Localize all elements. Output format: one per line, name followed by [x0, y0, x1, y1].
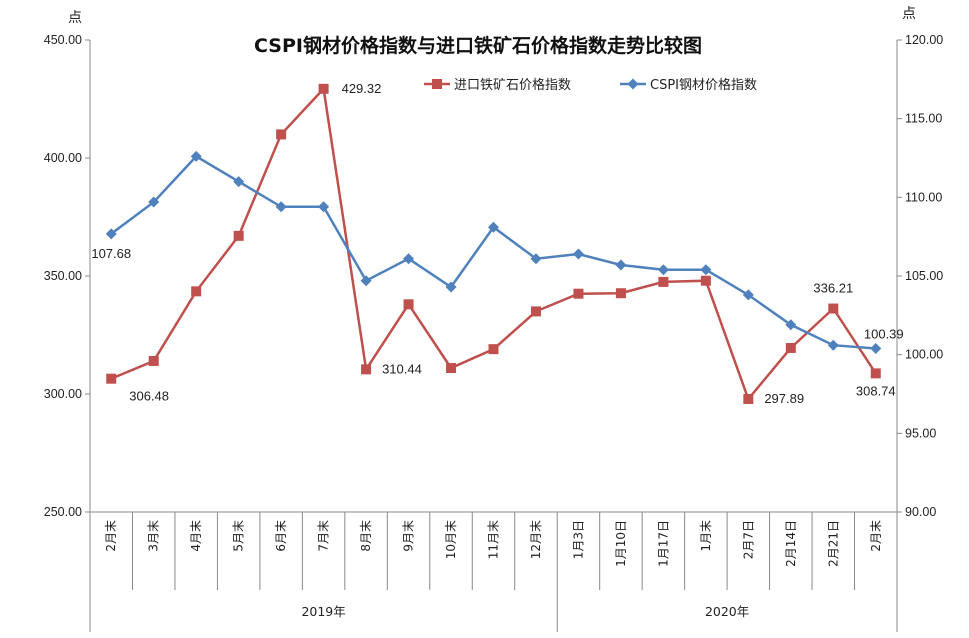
x-tick-label: 1月末 — [699, 520, 713, 552]
cspi-point — [318, 201, 330, 213]
cspi-point — [827, 339, 839, 351]
cspi-point — [530, 253, 542, 265]
x-tick-label: 2月末 — [869, 520, 883, 552]
cspi-point — [657, 264, 669, 276]
data-label: 336.21 — [813, 281, 853, 296]
cspi-point — [445, 281, 457, 293]
legend-marker-diamond — [627, 78, 639, 90]
x-tick-label: 11月末 — [487, 520, 501, 559]
iron-ore-point — [870, 368, 881, 379]
x-tick-label: 6月末 — [274, 520, 288, 552]
iron-ore-point — [615, 288, 626, 299]
x-tick-label: 4月末 — [189, 520, 203, 552]
data-label: 297.89 — [764, 391, 804, 406]
x-axis-year-groups: 2019年 2020年 — [89, 590, 898, 632]
cspi-point — [105, 228, 117, 240]
left-tick-label: 300.00 — [44, 387, 82, 401]
data-label: 310.44 — [382, 361, 422, 376]
cspi-point — [488, 221, 499, 233]
x-tick-label: 12月末 — [529, 520, 543, 559]
iron-ore-point — [700, 275, 711, 286]
right-tick-label: 100.00 — [905, 348, 943, 362]
x-tick-label: 3月末 — [147, 520, 161, 552]
right-tick-label: 105.00 — [905, 269, 943, 283]
cspi-point — [572, 248, 584, 260]
iron-ore-point — [403, 299, 414, 310]
chart-title: CSPI钢材价格指数与进口铁矿石价格指数走势比较图 — [254, 34, 702, 57]
left-tick-label: 250.00 — [44, 505, 82, 519]
cspi-point — [742, 289, 754, 301]
iron-ore-point — [361, 364, 372, 375]
plot-area — [89, 40, 898, 513]
left-axis-unit: 点 — [68, 10, 82, 26]
iron-ore-point — [233, 230, 244, 241]
iron-ore-point — [573, 288, 584, 299]
x-tick-label: 2月末 — [104, 520, 118, 552]
cspi-point — [275, 201, 287, 213]
x-tick-label: 9月末 — [402, 520, 416, 552]
left-axis-ticks: 250.00 300.00 350.00 400.00 450.00 — [44, 33, 90, 519]
iron-ore-point — [488, 344, 499, 355]
right-tick-label: 110.00 — [905, 190, 942, 204]
x-axis-categories: 2月末 3月末 4月末 5月末 6月末 7月末 8月末 9月末 10月末 11月末 12月末 1月3日… — [89, 512, 898, 590]
x-tick-label: 5月末 — [232, 520, 246, 552]
right-axis-unit: 点 — [902, 6, 916, 22]
left-tick-label: 400.00 — [44, 151, 82, 165]
data-label: 107.68 — [91, 246, 131, 261]
cspi-point — [870, 343, 882, 355]
left-tick-label: 450.00 — [44, 33, 82, 47]
data-label: 308.74 — [856, 383, 896, 398]
legend-label: CSPI钢材价格指数 — [650, 77, 757, 93]
cspi-point — [360, 275, 372, 287]
year-group-label: 2020年 — [705, 604, 749, 619]
x-tick-label: 1月10日 — [614, 520, 628, 567]
data-label: 429.32 — [342, 81, 382, 96]
x-tick-label: 10月末 — [444, 520, 458, 559]
iron-ore-point — [828, 303, 839, 314]
data-label: 306.48 — [129, 389, 169, 404]
iron-ore-point — [785, 342, 796, 353]
right-axis-ticks: 90.00 95.00 100.00 105.00 110.00 115.00 120.00 — [897, 33, 943, 519]
iron-ore-point — [191, 286, 202, 297]
legend-label: 进口铁矿石价格指数 — [454, 77, 571, 93]
cspi-point — [700, 264, 712, 276]
x-tick-label: 1月3日 — [571, 520, 585, 559]
cspi-point — [403, 253, 415, 265]
iron-ore-point — [318, 83, 329, 94]
left-tick-label: 350.00 — [44, 269, 82, 283]
legend-marker-square — [432, 79, 442, 89]
right-tick-label: 95.00 — [905, 426, 936, 440]
data-labels: 306.48 429.32 310.44 297.89 336.21 308.74 107.… — [91, 81, 903, 406]
x-tick-label: 2月14日 — [784, 520, 798, 567]
cspi-point — [190, 150, 202, 162]
right-tick-label: 120.00 — [905, 33, 943, 47]
data-label: 100.39 — [864, 327, 904, 342]
iron-ore-point — [106, 373, 117, 384]
x-tick-label: 8月末 — [359, 520, 373, 552]
iron-ore-point — [743, 393, 754, 404]
iron-ore-point — [658, 276, 669, 287]
iron-ore-point — [446, 363, 457, 374]
cspi-point — [148, 196, 160, 208]
x-tick-label: 1月17日 — [656, 520, 670, 567]
x-tick-label: 7月末 — [317, 520, 331, 552]
cspi-point — [615, 259, 627, 271]
iron-ore-point — [276, 129, 287, 140]
cspi-point — [233, 176, 245, 188]
year-group-label: 2019年 — [301, 604, 345, 619]
series-layer — [105, 83, 882, 404]
cspi-point — [785, 319, 797, 331]
iron-ore-point — [530, 306, 541, 317]
x-tick-label: 2月7日 — [741, 520, 755, 559]
iron-ore-point — [148, 355, 159, 366]
right-tick-label: 90.00 — [905, 505, 936, 519]
legend: 进口铁矿石价格指数 CSPI钢材价格指数 — [424, 77, 757, 93]
right-tick-label: 115.00 — [905, 112, 942, 126]
x-tick-label: 2月21日 — [826, 520, 840, 567]
